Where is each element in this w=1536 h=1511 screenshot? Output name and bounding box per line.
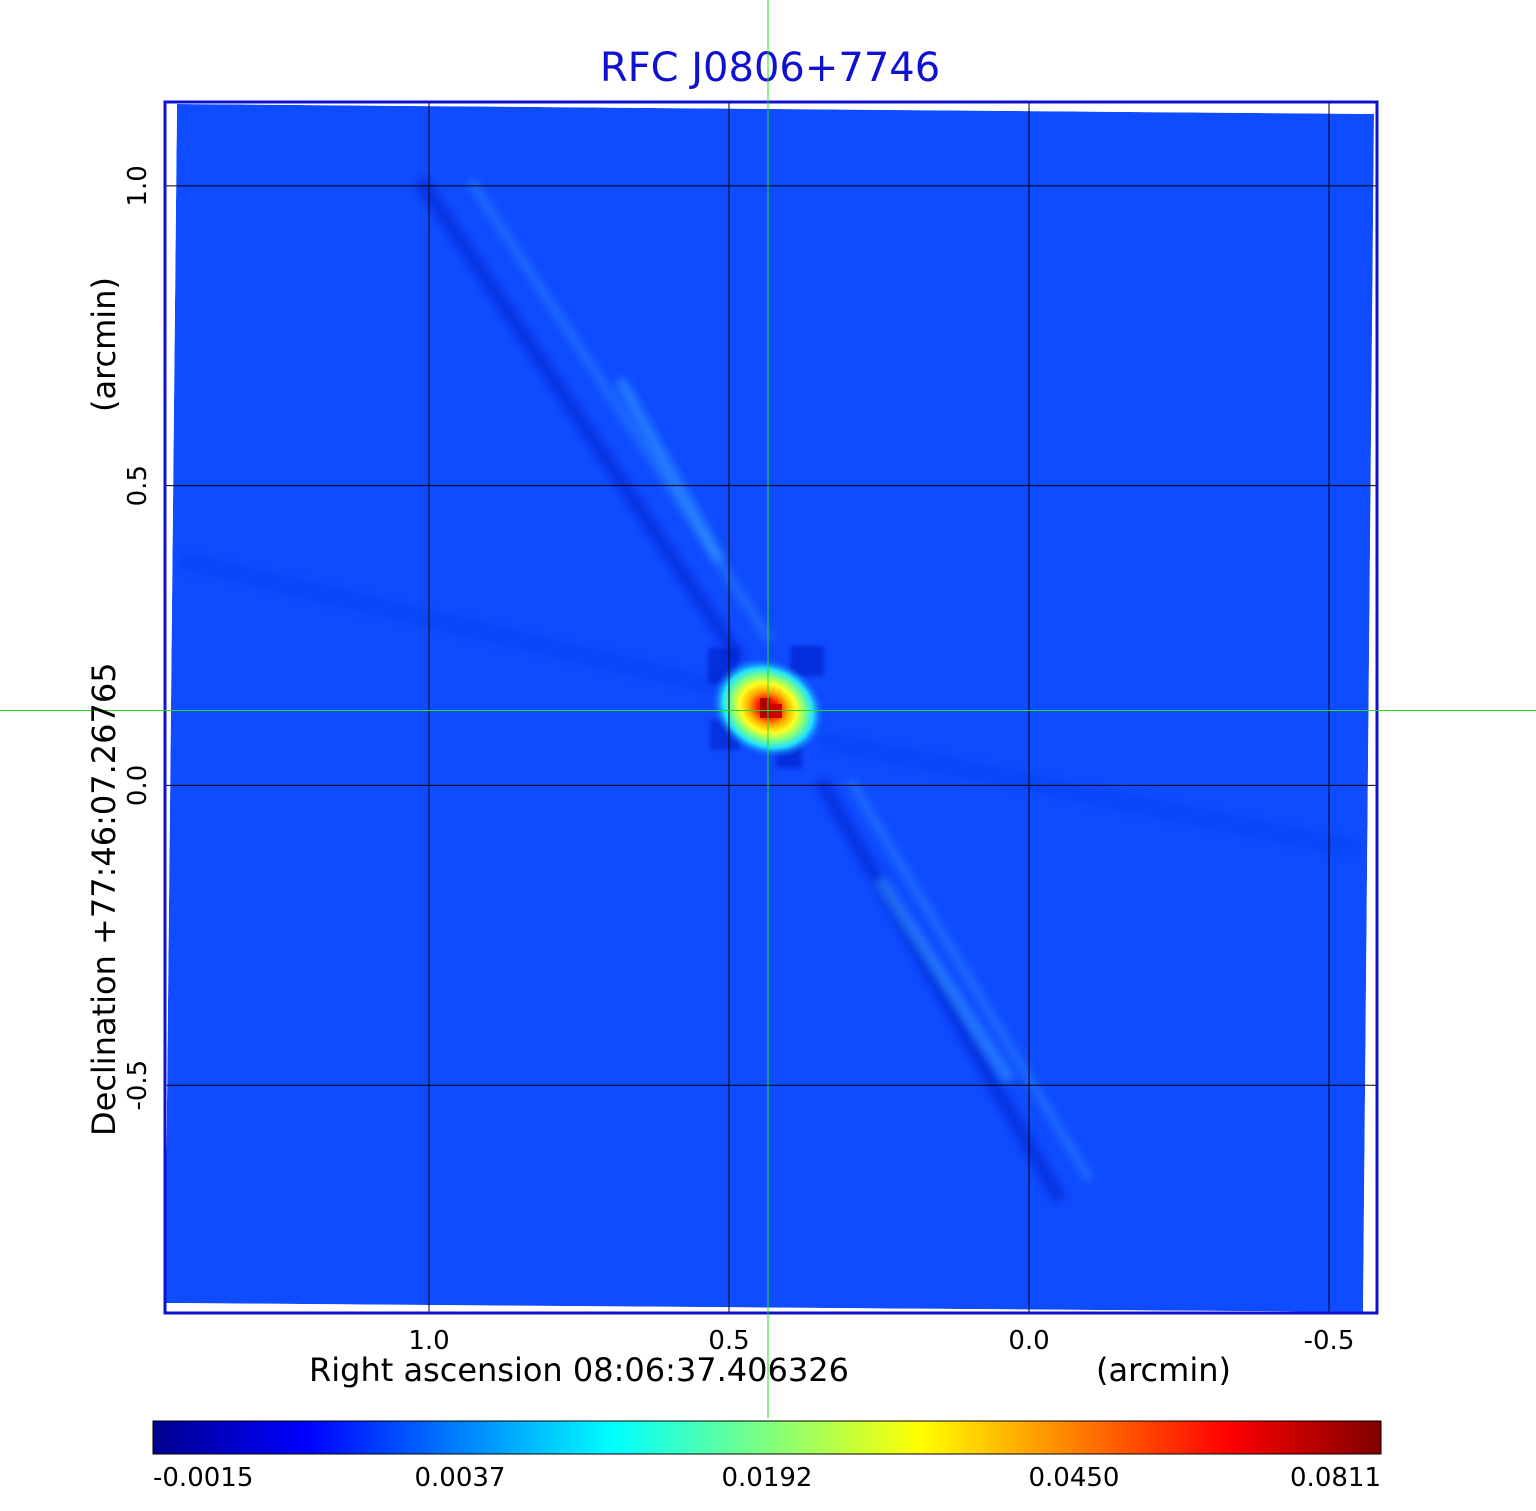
colorbar-tick-label-1: 0.0037 bbox=[415, 1463, 506, 1493]
colorbar-tick-label-2: 0.0192 bbox=[722, 1463, 813, 1493]
y-tick-label-3: -0.5 bbox=[123, 1060, 153, 1111]
y-tick-label-2: 0.0 bbox=[123, 765, 153, 806]
y-tick-label-1: 0.5 bbox=[123, 465, 153, 506]
colorbar-tick-labels: -0.0015 0.0037 0.0192 0.0450 0.0811 bbox=[153, 1463, 1381, 1493]
x-axis-label: Right ascension 08:06:37.406326 bbox=[309, 1351, 849, 1389]
y-axis-unit: (arcmin) bbox=[85, 277, 123, 412]
x-tick-labels: 1.0 0.5 0.0 -0.5 bbox=[408, 1326, 1354, 1356]
coordinate-grid bbox=[165, 102, 1377, 1313]
y-tick-label-0: 1.0 bbox=[123, 165, 153, 206]
plot-frame bbox=[163, 100, 1379, 1315]
colorbar-tick-label-0: -0.0015 bbox=[153, 1463, 253, 1493]
x-tick-label-3: -0.5 bbox=[1304, 1326, 1355, 1356]
colorbar bbox=[152, 1420, 1382, 1455]
chart-title: RFC J0806+7746 bbox=[600, 45, 940, 91]
radio-map-image bbox=[165, 104, 1374, 1312]
sidelobe-streaks bbox=[177, 176, 1362, 1204]
x-tick-label-2: 0.0 bbox=[1008, 1326, 1049, 1356]
colorbar-tick-label-3: 0.0450 bbox=[1029, 1463, 1120, 1493]
y-axis-label: Declination +77:46:07.26765 bbox=[85, 662, 123, 1136]
x-axis-unit: (arcmin) bbox=[1096, 1351, 1231, 1389]
x-tick-label-1: 0.5 bbox=[708, 1326, 749, 1356]
y-tick-labels: 1.0 0.5 0.0 -0.5 bbox=[123, 165, 153, 1110]
x-tick-label-0: 1.0 bbox=[408, 1326, 449, 1356]
colorbar-tick-label-4: 0.0811 bbox=[1290, 1463, 1381, 1493]
crosshair bbox=[0, 0, 1536, 1418]
